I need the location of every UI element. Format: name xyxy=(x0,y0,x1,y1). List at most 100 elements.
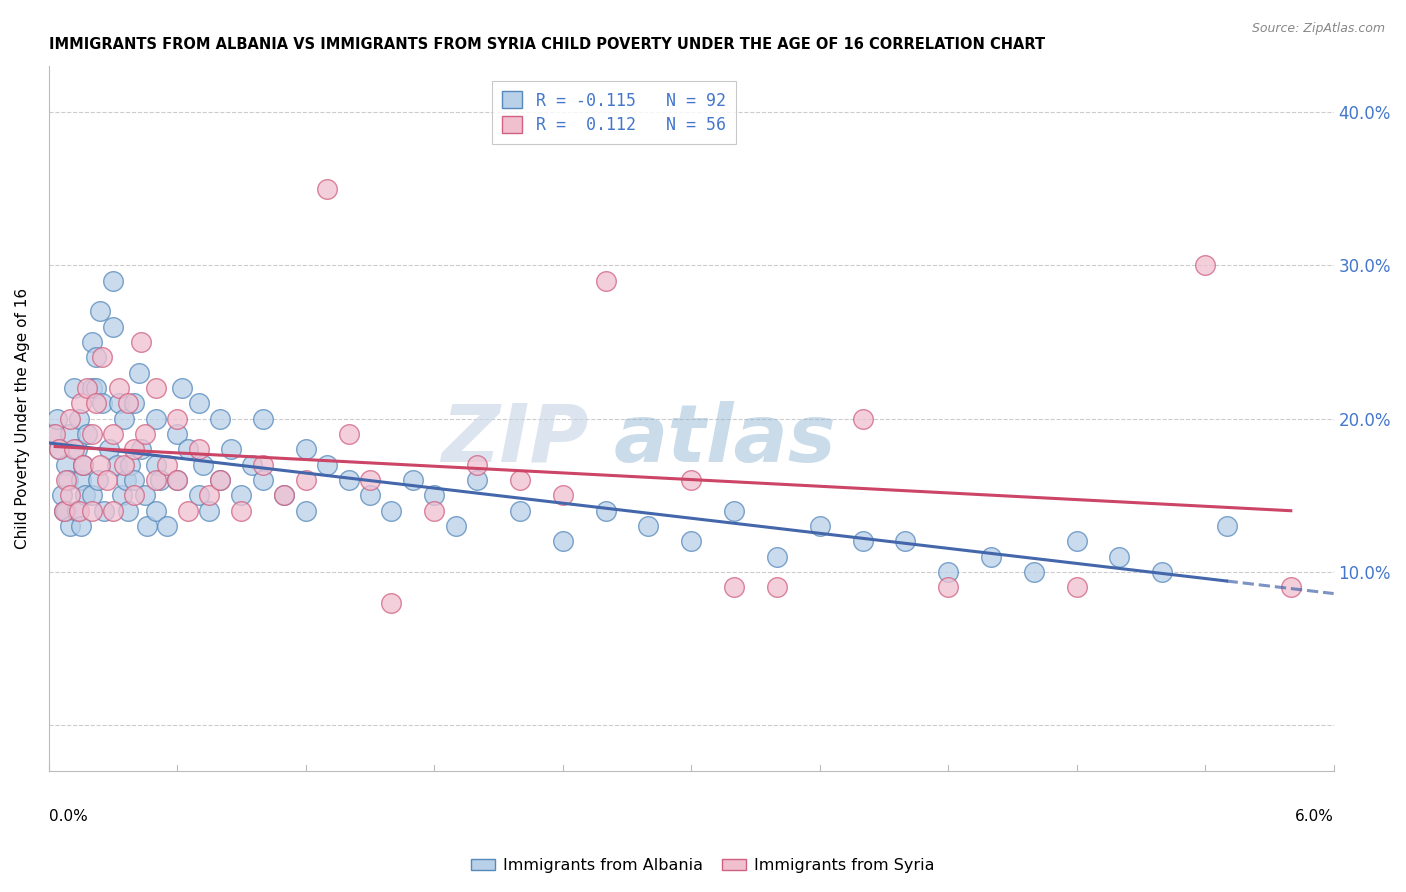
Point xyxy=(1194,258,1216,272)
Point xyxy=(359,473,381,487)
Point xyxy=(52,503,75,517)
Point xyxy=(76,426,98,441)
Point xyxy=(70,519,93,533)
Point xyxy=(101,319,124,334)
Point xyxy=(115,473,138,487)
Point xyxy=(166,473,188,487)
Point xyxy=(337,473,360,487)
Point xyxy=(294,473,316,487)
Point xyxy=(48,442,70,457)
Point xyxy=(91,350,114,364)
Point xyxy=(337,426,360,441)
Point xyxy=(252,473,274,487)
Point xyxy=(1066,534,1088,549)
Point xyxy=(198,503,221,517)
Point xyxy=(187,488,209,502)
Point xyxy=(723,503,745,517)
Point xyxy=(936,580,959,594)
Point xyxy=(89,458,111,472)
Point xyxy=(44,426,66,441)
Point xyxy=(637,519,659,533)
Point xyxy=(101,426,124,441)
Point xyxy=(465,458,488,472)
Point xyxy=(105,458,128,472)
Point xyxy=(1279,580,1302,594)
Point xyxy=(84,381,107,395)
Point xyxy=(1066,580,1088,594)
Point xyxy=(110,488,132,502)
Point xyxy=(316,458,339,472)
Point xyxy=(80,334,103,349)
Point xyxy=(70,396,93,410)
Point xyxy=(63,442,86,457)
Point xyxy=(894,534,917,549)
Point xyxy=(191,458,214,472)
Text: 6.0%: 6.0% xyxy=(1295,809,1334,824)
Point xyxy=(80,488,103,502)
Point xyxy=(67,503,90,517)
Point xyxy=(166,411,188,425)
Point xyxy=(59,488,82,502)
Point xyxy=(980,549,1002,564)
Point xyxy=(444,519,467,533)
Point xyxy=(177,442,200,457)
Point xyxy=(231,488,253,502)
Text: IMMIGRANTS FROM ALBANIA VS IMMIGRANTS FROM SYRIA CHILD POVERTY UNDER THE AGE OF : IMMIGRANTS FROM ALBANIA VS IMMIGRANTS FR… xyxy=(49,37,1045,53)
Point xyxy=(723,580,745,594)
Point xyxy=(1152,565,1174,579)
Point xyxy=(766,580,789,594)
Point xyxy=(551,488,574,502)
Point xyxy=(681,534,703,549)
Point xyxy=(124,396,146,410)
Point xyxy=(72,458,94,472)
Point xyxy=(465,473,488,487)
Point xyxy=(359,488,381,502)
Point xyxy=(231,503,253,517)
Point xyxy=(117,503,139,517)
Point xyxy=(128,366,150,380)
Point xyxy=(56,473,79,487)
Point xyxy=(1022,565,1045,579)
Point xyxy=(1108,549,1130,564)
Text: ZIP: ZIP xyxy=(441,401,588,479)
Point xyxy=(509,503,531,517)
Point xyxy=(55,473,77,487)
Point xyxy=(89,304,111,318)
Point xyxy=(149,473,172,487)
Point xyxy=(936,565,959,579)
Point xyxy=(108,381,131,395)
Point xyxy=(59,426,82,441)
Text: Source: ZipAtlas.com: Source: ZipAtlas.com xyxy=(1251,22,1385,36)
Point xyxy=(84,396,107,410)
Point xyxy=(198,488,221,502)
Point xyxy=(91,396,114,410)
Point xyxy=(76,381,98,395)
Point xyxy=(117,396,139,410)
Point xyxy=(851,534,873,549)
Point xyxy=(51,488,73,502)
Point xyxy=(108,396,131,410)
Point xyxy=(59,411,82,425)
Point xyxy=(273,488,295,502)
Point xyxy=(55,503,77,517)
Legend: Immigrants from Albania, Immigrants from Syria: Immigrants from Albania, Immigrants from… xyxy=(465,852,941,880)
Point xyxy=(252,411,274,425)
Point xyxy=(97,442,120,457)
Point xyxy=(380,503,402,517)
Point xyxy=(145,503,167,517)
Point xyxy=(136,519,159,533)
Point xyxy=(112,411,135,425)
Point xyxy=(423,488,446,502)
Point xyxy=(129,442,152,457)
Point xyxy=(65,442,87,457)
Point xyxy=(55,458,77,472)
Point xyxy=(170,381,193,395)
Point xyxy=(42,426,65,441)
Point xyxy=(851,411,873,425)
Point xyxy=(112,458,135,472)
Point xyxy=(294,503,316,517)
Text: atlas: atlas xyxy=(614,401,837,479)
Point xyxy=(509,473,531,487)
Point xyxy=(134,488,156,502)
Point xyxy=(70,473,93,487)
